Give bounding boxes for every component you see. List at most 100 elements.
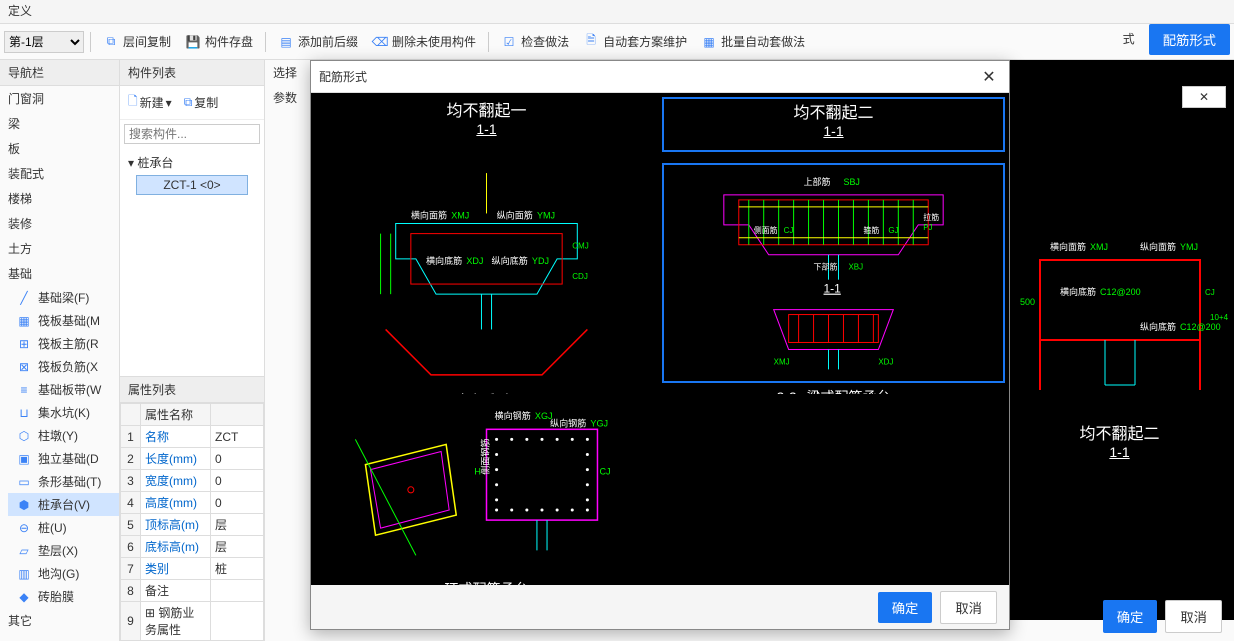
- table-row[interactable]: 8备注: [121, 580, 264, 602]
- nav-item[interactable]: 装配式: [0, 161, 119, 186]
- diagram-tile-3[interactable]: 横向钢筋XGJ 纵向钢筋YGJ 侧面钢筋 CJ H 环式配筋承台: [315, 394, 658, 574]
- sub-item-cushion[interactable]: ▱垫层(X): [8, 539, 119, 562]
- property-table: 属性名称 1名称ZCT 2长度(mm)0 3宽度(mm)0 4高度(mm)0 5…: [120, 403, 264, 641]
- component-header: 构件列表: [120, 60, 264, 86]
- nav-item-foundation[interactable]: 基础: [0, 261, 119, 286]
- diagram-tile-empty: [662, 394, 1005, 574]
- svg-text:1-1: 1-1: [824, 282, 842, 296]
- property-header: 属性列表: [120, 377, 264, 403]
- diagram-svg-2: 上部筋SBJ 侧面筋CJ 箍筋GJ 下部筋XBJ 拉筋PJ 1-1 XMJ XD…: [664, 165, 1003, 384]
- svg-text:横向面筋: 横向面筋: [411, 209, 447, 220]
- sub-item-zd[interactable]: ⬡柱墩(Y): [8, 424, 119, 447]
- nav-item[interactable]: 梁: [0, 111, 119, 136]
- svg-text:YDJ: YDJ: [532, 256, 549, 266]
- nav-item[interactable]: 楼梯: [0, 186, 119, 211]
- table-row[interactable]: 5顶标高(m)层: [121, 514, 264, 536]
- nav-item[interactable]: 装修: [0, 211, 119, 236]
- svg-text:纵向底筋: 纵向底筋: [1140, 321, 1176, 332]
- preview-sub: 1-1: [1109, 444, 1129, 460]
- tree-leaf-zct1[interactable]: ZCT-1 <0>: [136, 175, 248, 195]
- table-row[interactable]: 1名称ZCT: [121, 426, 264, 448]
- dialog-cancel-button[interactable]: 取消: [940, 591, 997, 624]
- sub-item-jcl[interactable]: ╱基础梁(F): [8, 286, 119, 309]
- delete-unused-button[interactable]: ⌫ 删除未使用构件: [366, 30, 482, 54]
- sub-item-fb[interactable]: ▦筏板基础(M: [8, 309, 119, 332]
- svg-text:CJ: CJ: [784, 226, 794, 235]
- foundation-sublist: ╱基础梁(F) ▦筏板基础(M ⊞筏板主筋(R ⊠筏板负筋(X ≡基础板带(W …: [8, 286, 119, 608]
- svg-text:CJ: CJ: [1205, 288, 1215, 297]
- window-close-button[interactable]: ✕: [1182, 86, 1226, 108]
- sub-item-jsk[interactable]: ⊔集水坑(K): [8, 401, 119, 424]
- svg-text:XBJ: XBJ: [848, 263, 863, 272]
- svg-text:YGJ: YGJ: [590, 418, 608, 428]
- plus-box-icon: ⊞: [16, 336, 32, 352]
- check-method-button[interactable]: ☑ 检查做法: [495, 30, 575, 54]
- line-icon: ╱: [16, 290, 32, 306]
- save-component-button[interactable]: 💾 构件存盘: [179, 30, 259, 54]
- sub-item-jcbd[interactable]: ≡基础板带(W: [8, 378, 119, 401]
- sub-item-zct[interactable]: ⬢桩承台(V): [8, 493, 119, 516]
- sub-item-fbfj[interactable]: ⊠筏板负筋(X: [8, 355, 119, 378]
- table-row[interactable]: 3宽度(mm)0: [121, 470, 264, 492]
- dialog-title: 配筋形式: [319, 68, 367, 85]
- cancel-button[interactable]: 取消: [1165, 600, 1222, 633]
- sub-item-tjc[interactable]: ▭条形基础(T): [8, 470, 119, 493]
- svg-text:500: 500: [1020, 297, 1035, 307]
- svg-text:10+4: 10+4: [1210, 313, 1229, 322]
- svg-text:横向面筋: 横向面筋: [1050, 241, 1086, 252]
- floor-copy-button[interactable]: ⧉ 层间复制: [97, 30, 177, 54]
- diagram-svg-1: 横向面筋XMJ 纵向面筋YMJ 横向底筋XDJ 纵向底筋YDJ CMJ CDJ: [315, 163, 658, 385]
- svg-text:CMJ: CMJ: [572, 242, 589, 251]
- svg-text:YMJ: YMJ: [1180, 242, 1198, 252]
- diagram-tile-1-title[interactable]: 均不翻起一 1-1: [315, 97, 658, 152]
- diagram-tile-2[interactable]: 上部筋SBJ 侧面筋CJ 箍筋GJ 下部筋XBJ 拉筋PJ 1-1 XMJ XD…: [662, 163, 1005, 383]
- table-row[interactable]: 7类别桩: [121, 558, 264, 580]
- sub-item-fbzj[interactable]: ⊞筏板主筋(R: [8, 332, 119, 355]
- rebar-form-button[interactable]: 配筋形式: [1149, 24, 1230, 55]
- sub-item-dljc[interactable]: ▣独立基础(D: [8, 447, 119, 470]
- nav-item[interactable]: 土方: [0, 236, 119, 261]
- right-preview: 横向面筋 XMJ 纵向面筋 YMJ 横向底筋 C12@200 纵向底筋 C12@…: [1005, 60, 1234, 620]
- svg-text:SBJ: SBJ: [843, 177, 859, 187]
- bars-icon: ≡: [16, 382, 32, 398]
- save-icon: 💾: [185, 34, 201, 50]
- separator: [488, 32, 489, 52]
- nav-item[interactable]: 板: [0, 136, 119, 161]
- dialog-ok-button[interactable]: 确定: [878, 592, 933, 623]
- nav-item-other[interactable]: 其它: [0, 608, 119, 633]
- sub-item-trench[interactable]: ▥地沟(G): [8, 562, 119, 585]
- svg-text:C12@200: C12@200: [1100, 287, 1141, 297]
- component-toolbar: 🗋 新建▾ ⧉ 复制: [120, 86, 264, 120]
- table-row[interactable]: 6底标高(m)层: [121, 536, 264, 558]
- list-icon: ▤: [278, 34, 294, 50]
- svg-text:纵向底筋: 纵向底筋: [492, 255, 528, 266]
- copy-button[interactable]: ⧉ 复制: [180, 90, 223, 115]
- table-row[interactable]: 9⊞ 钢筋业务属性: [121, 602, 264, 641]
- batch-auto-button[interactable]: ▦ 批量自动套做法: [695, 30, 811, 54]
- diagram-tile-2-title[interactable]: 均不翻起二 1-1: [662, 97, 1005, 152]
- svg-text:GJ: GJ: [888, 226, 898, 235]
- diagram-tile-1[interactable]: 横向面筋XMJ 纵向面筋YMJ 横向底筋XDJ 纵向底筋YDJ CMJ CDJ …: [315, 163, 658, 383]
- svg-text:XMJ: XMJ: [1090, 242, 1108, 252]
- tree-root[interactable]: ▾ 桩承台: [124, 152, 260, 173]
- floor-selector[interactable]: 第-1层: [4, 31, 84, 53]
- prefix-suffix-button[interactable]: ▤ 添加前后缀: [272, 30, 364, 54]
- delete-icon: ⌫: [372, 34, 388, 50]
- table-row[interactable]: 4高度(mm)0: [121, 492, 264, 514]
- component-tree: ▾ 桩承台 ZCT-1 <0>: [120, 148, 264, 376]
- sub-item-tire[interactable]: ◆砖胎膜: [8, 585, 119, 608]
- search-input[interactable]: [124, 124, 260, 144]
- svg-text:XDJ: XDJ: [466, 256, 483, 266]
- svg-text:纵向面筋: 纵向面筋: [1140, 241, 1176, 252]
- dialog-body: 均不翻起一 1-1 均不翻起二 1-1 横向面筋XMJ 纵向面筋YMJ 横向底筋…: [311, 93, 1009, 585]
- auto-method-button[interactable]: 🗎 自动套方案维护: [577, 30, 693, 54]
- dialog-close-button[interactable]: ✕: [977, 65, 1001, 89]
- nav-item[interactable]: 门窗洞: [0, 86, 119, 111]
- trench-icon: ▥: [16, 566, 32, 582]
- sub-item-pile[interactable]: ⊖桩(U): [8, 516, 119, 539]
- ok-button[interactable]: 确定: [1103, 600, 1158, 633]
- separator: [265, 32, 266, 52]
- svg-text:箍筋: 箍筋: [863, 225, 879, 235]
- new-button[interactable]: 🗋 新建▾: [124, 90, 176, 115]
- table-row[interactable]: 2长度(mm)0: [121, 448, 264, 470]
